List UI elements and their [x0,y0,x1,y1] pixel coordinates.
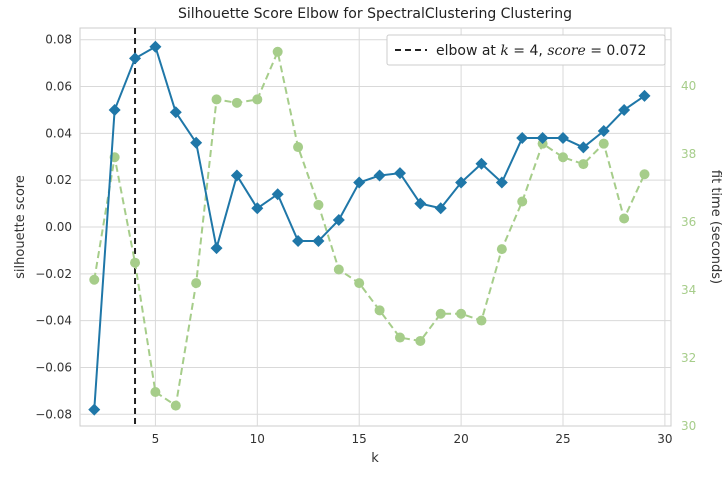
fit-time-point [252,94,263,105]
y-tick-label: −0.04 [35,314,72,328]
silhouette-point [475,157,488,170]
fit-time-point [598,138,609,149]
silhouette-point [618,103,631,116]
silhouette-series [88,40,651,416]
y2-tick-label: 32 [681,351,696,365]
fit-time-point [496,244,507,255]
fit-time-point [557,152,568,163]
silhouette-point [129,52,142,65]
silhouette-point [353,176,366,189]
y-tick-label: 0.00 [45,220,72,234]
legend-box [386,34,666,66]
legend-elbow-label: elbow at k = 4, score = 0.072 [436,43,646,59]
x-tick-label: 5 [152,432,160,446]
y-tick-label: 0.04 [45,126,72,140]
silhouette-point [434,202,447,215]
y-axis-ticks: −0.08 −0.06 −0.04 −0.02 0.00 0.02 0.04 0.06 0.08 [35,33,72,422]
y-tick-label: −0.06 [35,360,72,374]
x-tick-label: 15 [352,432,367,446]
silhouette-point [332,213,345,226]
silhouette-point [108,103,121,116]
x-tick-label: 30 [657,432,672,446]
silhouette-point [597,125,610,138]
silhouette-point [88,403,101,416]
fit-time-point [456,308,467,319]
fit-time-point [293,142,304,153]
x-axis-label: k [371,451,379,466]
silhouette-point [516,132,529,145]
y2-axis-label: fit time (seconds) [708,170,723,284]
fit-time-point [619,213,630,224]
fit-time-point [170,400,181,411]
fit-time-point [191,278,202,289]
fit-time-point [415,335,426,346]
y-tick-label: −0.08 [35,407,72,421]
x-tick-label: 20 [453,432,468,446]
silhouette-point [414,197,427,210]
silhouette-point [271,188,284,201]
silhouette-line [93,45,646,410]
fit-time-line [93,48,646,408]
x-tick-label: 10 [250,432,265,446]
y2-tick-label: 36 [681,215,696,229]
silhouette-point [556,132,569,145]
silhouette-point [251,202,264,215]
fit-time-point [231,97,242,108]
y2-tick-label: 30 [681,419,696,433]
fit-time-point [435,308,446,319]
y2-tick-label: 38 [681,147,696,161]
silhouette-point [495,176,508,189]
fit-time-point [272,46,283,57]
silhouette-point [230,169,243,182]
silhouette-point [638,89,651,102]
silhouette-point [373,169,386,182]
chart-title: Silhouette Score Elbow for SpectralClust… [178,6,572,22]
fit-time-point [517,196,528,207]
legend: elbow at k = 4, score = 0.072 [386,34,666,66]
silhouette-point [393,167,406,180]
fit-time-point [313,199,324,210]
fit-time-point [476,315,487,326]
silhouette-point [536,132,549,145]
y-axis-label: silhouette score [13,175,28,279]
y2-tick-label: 40 [681,79,696,93]
silhouette-point [312,235,325,248]
silhouette-point [577,141,590,154]
fit-time-point [211,94,222,105]
y-tick-label: 0.02 [45,173,72,187]
fit-time-point [89,274,100,285]
fit-time-point [374,305,385,316]
y2-axis-ticks: 30 32 34 36 38 40 [681,79,696,433]
silhouette-point [190,136,203,149]
fit-time-point [578,159,589,170]
y2-tick-label: 34 [681,283,696,297]
silhouette-point [149,40,162,53]
silhouette-point [455,176,468,189]
x-tick-label: 25 [555,432,570,446]
silhouette-point [292,235,305,248]
fit-time-point [333,264,344,275]
y-tick-label: 0.08 [45,33,72,47]
fit-time-point [394,332,405,343]
y-tick-label: −0.02 [35,267,72,281]
silhouette-point [169,106,182,119]
x-axis-ticks: 5 10 15 20 25 30 [152,432,673,446]
y-tick-label: 0.06 [45,80,72,94]
fit-time-point [130,257,141,268]
fit-time-point [150,386,161,397]
fit-time-point [354,278,365,289]
silhouette-point [210,242,223,255]
grid-lines [80,28,671,426]
fit-time-point [639,169,650,180]
